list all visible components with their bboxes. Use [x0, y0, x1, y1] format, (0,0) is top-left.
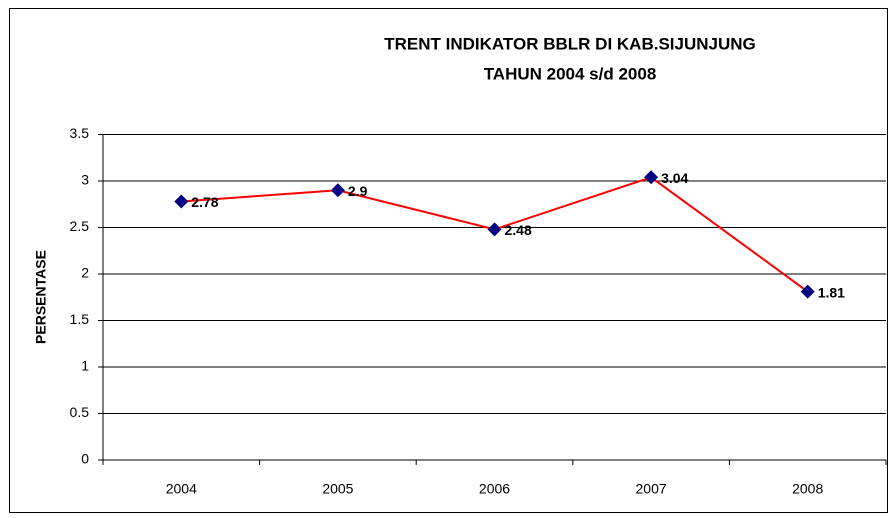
- marker: [644, 170, 659, 185]
- x-tick-label: 2006: [479, 481, 510, 497]
- y-tick-label: 1: [81, 358, 89, 374]
- marker: [174, 194, 189, 209]
- data-label: 2.78: [191, 194, 218, 210]
- x-tick-label: 2005: [322, 481, 353, 497]
- data-label: 2.48: [505, 222, 532, 238]
- data-label: 1.81: [818, 284, 845, 300]
- y-tick-label: 2: [81, 265, 89, 281]
- x-tick-label: 2008: [792, 481, 823, 497]
- y-tick-label: 3.5: [70, 125, 90, 141]
- data-label: 3.04: [661, 170, 688, 186]
- y-axis-label: PERSENTASE: [33, 250, 49, 344]
- x-tick-label: 2007: [636, 481, 667, 497]
- y-tick-label: 3: [81, 172, 89, 188]
- y-tick-label: 0: [81, 451, 89, 467]
- chart-title: TAHUN 2004 s/d 2008: [484, 64, 657, 83]
- data-label: 2.9: [348, 183, 368, 199]
- marker: [800, 284, 815, 299]
- chart-border: [9, 8, 888, 513]
- marker: [330, 183, 345, 198]
- y-tick-label: 2.5: [70, 218, 90, 234]
- y-tick-label: 0.5: [70, 404, 90, 420]
- chart-title: TRENT INDIKATOR BBLR DI KAB.SIJUNJUNG: [384, 34, 756, 53]
- x-tick-label: 2004: [166, 481, 197, 497]
- y-tick-label: 1.5: [70, 311, 90, 327]
- marker: [487, 222, 502, 237]
